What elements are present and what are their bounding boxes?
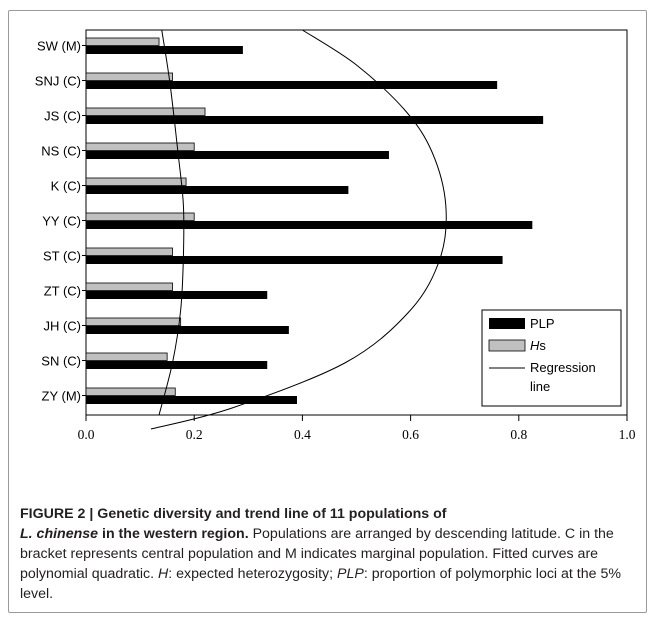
x-tick-label: 0.4: [294, 427, 311, 442]
plp-bar: [86, 81, 498, 89]
y-tick-label: ST (C): [43, 249, 81, 264]
caption-text-1: Populations are arranged by descending l…: [20, 526, 614, 582]
figure-caption: FIGURE 2 | Genetic diversity and trend l…: [20, 504, 634, 604]
x-tick-label: 0.8: [510, 427, 527, 442]
caption-title-2: in the western region.: [98, 526, 249, 542]
y-tick-label: YY (C): [42, 214, 81, 229]
hs-bar: [85, 387, 176, 396]
x-tick-label: 0.6: [402, 427, 419, 442]
x-tick-label: 0.2: [186, 427, 203, 442]
caption-h-symbol: H: [158, 566, 169, 582]
caption-text-3: : proportion of polymorphic loci at the …: [20, 566, 621, 602]
figure-frame: [8, 10, 647, 613]
y-tick-label: JH (C): [43, 319, 81, 334]
plp-bar: [86, 116, 544, 124]
hs-bar: [85, 142, 195, 151]
hs-bar: [85, 107, 206, 116]
plp-bar: [86, 326, 289, 334]
y-tick-label: SW (M): [37, 39, 81, 54]
hs-bar: [85, 72, 173, 81]
x-tick-label: 0.0: [78, 427, 95, 442]
plp-bar: [86, 46, 243, 54]
legend-swatch-hs: [488, 339, 526, 352]
hs-bar: [85, 177, 187, 186]
plp-bar: [86, 256, 503, 264]
hs-bar: [85, 37, 160, 46]
plp-bar: [86, 291, 268, 299]
x-tick-label: 1.0: [619, 427, 636, 442]
hs-bar: [85, 282, 173, 291]
hs-bar: [85, 212, 195, 221]
hs-bar: [85, 247, 173, 256]
bar-chart: SW (M) SNJ (C) JS (C) NS (C) K (C) YY (C) ST (…: [35, 29, 636, 442]
caption-plp-symbol: PLP: [337, 566, 364, 582]
regression-curve: [150, 29, 447, 430]
plp-bar: [86, 186, 349, 194]
plp-bar: [86, 361, 268, 369]
plp-bar: [86, 221, 533, 229]
legend-label-hs: Hs: [530, 338, 546, 353]
regression-curve: [158, 29, 185, 416]
caption-figure-label: FIGURE 2 |: [20, 506, 98, 522]
hs-bar: [85, 317, 182, 326]
caption-species: L. chinense: [20, 526, 99, 542]
legend-label-regression-line2: line: [530, 379, 550, 394]
legend-label-plp: PLP: [530, 316, 555, 331]
legend-swatch-plp: [489, 318, 525, 329]
caption-text-2: : expected heterozygosity;: [168, 566, 338, 582]
y-tick-label: SNJ (C): [35, 74, 81, 89]
plp-bar: [86, 151, 389, 159]
caption-title-1: Genetic diversity and trend line of 11 p…: [97, 506, 447, 522]
y-tick-label: K (C): [51, 179, 81, 194]
y-tick-label: ZY (M): [42, 389, 81, 404]
plp-bar: [86, 396, 297, 404]
hs-bar: [85, 352, 168, 361]
y-tick-label: SN (C): [41, 354, 81, 369]
legend-label-regression: Regression: [530, 360, 596, 375]
y-tick-label: NS (C): [41, 144, 81, 159]
y-tick-label: ZT (C): [44, 284, 81, 299]
y-tick-label: JS (C): [44, 109, 81, 124]
